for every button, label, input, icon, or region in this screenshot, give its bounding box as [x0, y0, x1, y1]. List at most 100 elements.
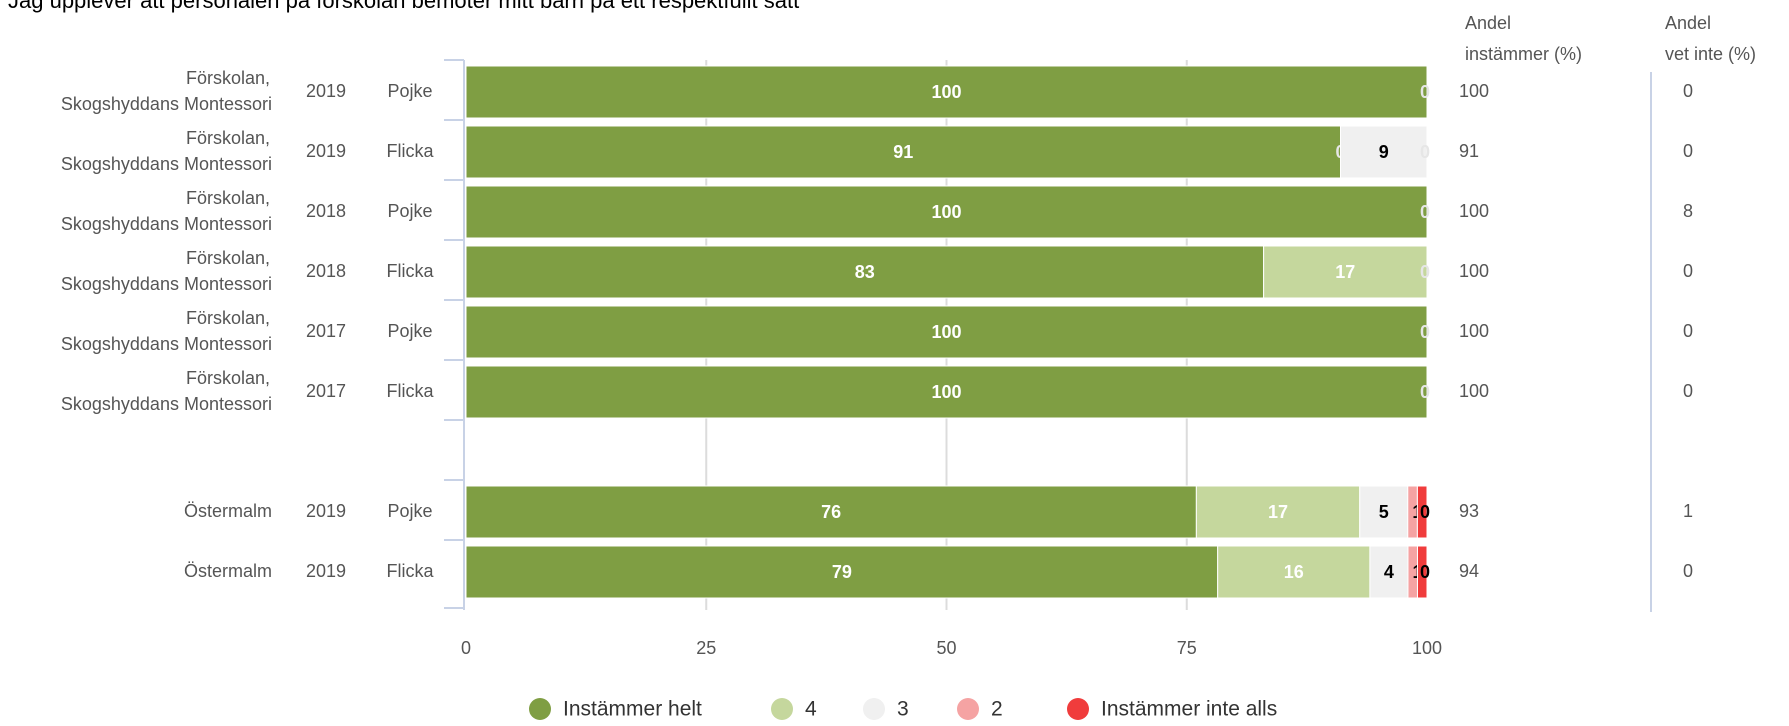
andel-instammer-value: 100 — [1459, 381, 1489, 401]
andel-instammer-value: 93 — [1459, 501, 1479, 521]
bar-segment[interactable]: Instämmer helt: 100 — [465, 185, 1428, 239]
x-tick-label: 25 — [696, 638, 716, 658]
chart-title: Jag upplever att personalen på förskolan… — [8, 0, 799, 13]
bar-segment[interactable]: Instämmer helt: 91 — [465, 125, 1342, 179]
row-unit-label: Skogshyddans Montessori — [61, 274, 272, 294]
x-tick-label: 100 — [1412, 638, 1442, 658]
row-gender-label: Flicka — [386, 141, 434, 161]
row-year-label: 2019 — [306, 141, 346, 161]
bar-segment[interactable]: 3: 5 — [1359, 485, 1409, 539]
andel-vet-inte-value: 0 — [1683, 381, 1693, 401]
bar-segment[interactable]: Instämmer helt: 76 — [465, 485, 1197, 539]
row-unit-label: Skogshyddans Montessori — [61, 394, 272, 414]
column-header-vet-inte: vet inte (%) — [1665, 44, 1756, 64]
bar-data-label: 16 — [1284, 562, 1304, 582]
legend-label: Instämmer helt — [563, 698, 702, 721]
legend-marker — [771, 698, 793, 720]
row-gender-label: Pojke — [387, 81, 432, 101]
bar-data-label: 0 — [1420, 322, 1430, 342]
legend-item[interactable]: 3 — [863, 698, 909, 721]
bar-data-label: 17 — [1335, 262, 1355, 282]
bar-segment[interactable]: Instämmer helt: 100 — [465, 305, 1428, 359]
legend-item[interactable]: Instämmer helt — [529, 698, 702, 721]
bar-segment[interactable]: Instämmer inte alls: 1 — [1416, 545, 1428, 599]
bar-segment[interactable]: Instämmer helt: 100 — [465, 365, 1428, 419]
andel-instammer-value: 100 — [1459, 261, 1489, 281]
legend[interactable]: Instämmer helt 4 3 2 Instämmer inte alls — [529, 698, 1277, 721]
bar-segment[interactable]: 4: 16 — [1217, 545, 1371, 599]
bar-data-label: 0 — [1420, 202, 1430, 222]
row-year-label: 2017 — [306, 381, 346, 401]
bar-data-label: 100 — [931, 202, 961, 222]
row-year-label: 2019 — [306, 501, 346, 521]
row-year-label: 2017 — [306, 321, 346, 341]
bar-data-label: 9 — [1379, 142, 1389, 162]
row-gender-label: Flicka — [386, 261, 434, 281]
legend-item[interactable]: 2 — [957, 698, 1003, 721]
row-gender-label: Pojke — [387, 501, 432, 521]
bar-data-label: 0 — [1420, 142, 1430, 162]
x-tick-label: 75 — [1177, 638, 1197, 658]
side-column-layer: Andel instämmer (%) Andel vet inte (%) 100 0 9… — [1459, 13, 1756, 581]
andel-vet-inte-value: 0 — [1683, 561, 1693, 581]
row-gender-label: Flicka — [386, 381, 434, 401]
x-tick-label: 0 — [461, 638, 471, 658]
row-gender-label: Flicka — [386, 561, 434, 581]
andel-vet-inte-value: 0 — [1683, 81, 1693, 101]
bar-data-label: 91 — [893, 142, 913, 162]
andel-instammer-value: 94 — [1459, 561, 1479, 581]
column-header-vet-inte: Andel — [1665, 13, 1711, 33]
row-label-layer: Förskolan, Skogshyddans Montessori 2019 Poj… — [61, 68, 435, 581]
row-unit-label: Östermalm — [184, 561, 272, 581]
legend-marker — [863, 698, 885, 720]
axis-layer: 0 25 50 75 100 — [444, 59, 1652, 658]
row-unit-label: Förskolan, — [186, 248, 270, 268]
bar-data-label: 79 — [832, 562, 852, 582]
bar-data-label: 0 — [1420, 502, 1430, 522]
bar-data-label: 0 — [1420, 82, 1430, 102]
legend-marker — [529, 698, 551, 720]
bar-data-label: 0 — [1420, 562, 1430, 582]
legend-marker — [957, 698, 979, 720]
andel-instammer-value: 100 — [1459, 201, 1489, 221]
row-unit-label: Förskolan, — [186, 188, 270, 208]
row-year-label: 2019 — [306, 561, 346, 581]
row-unit-label: Skogshyddans Montessori — [61, 94, 272, 114]
bar-data-label: 5 — [1379, 502, 1389, 522]
legend-item[interactable]: Instämmer inte alls — [1067, 698, 1277, 721]
column-header-instammer: instämmer (%) — [1465, 44, 1582, 64]
row-unit-label: Förskolan, — [186, 128, 270, 148]
bar-data-label: 76 — [821, 502, 841, 522]
bar-data-label: 0 — [1420, 382, 1430, 402]
row-unit-label: Förskolan, — [186, 68, 270, 88]
row-unit-label: Förskolan, — [186, 308, 270, 328]
bar-segment[interactable]: 3: 9 — [1340, 125, 1428, 179]
bar-segment[interactable]: Instämmer helt: 83 — [465, 245, 1265, 299]
bar-segment[interactable]: Instämmer helt: 79 — [465, 545, 1219, 599]
bar-segment[interactable]: Instämmer inte alls: 1 — [1416, 485, 1428, 539]
legend-marker — [1067, 698, 1089, 720]
bar-data-label: 0 — [1420, 262, 1430, 282]
bar-data-label: 100 — [931, 322, 961, 342]
row-unit-label: Skogshyddans Montessori — [61, 334, 272, 354]
legend-label: 2 — [991, 698, 1003, 721]
column-header-instammer: Andel — [1465, 13, 1511, 33]
andel-instammer-value: 100 — [1459, 81, 1489, 101]
legend-item[interactable]: 4 — [771, 698, 817, 721]
row-gender-label: Pojke — [387, 201, 432, 221]
andel-vet-inte-value: 0 — [1683, 261, 1693, 281]
bar-segment[interactable]: 4: 17 — [1263, 245, 1428, 299]
row-unit-label: Skogshyddans Montessori — [61, 214, 272, 234]
andel-instammer-value: 100 — [1459, 321, 1489, 341]
bar-data-label: 4 — [1384, 562, 1394, 582]
row-year-label: 2018 — [306, 201, 346, 221]
bar-segment[interactable]: Instämmer helt: 100 — [465, 65, 1428, 119]
legend-label: 4 — [805, 698, 817, 721]
legend-label: 3 — [897, 698, 909, 721]
row-unit-label: Förskolan, — [186, 368, 270, 388]
andel-vet-inte-value: 0 — [1683, 321, 1693, 341]
bar-segment[interactable]: 3: 4 — [1369, 545, 1409, 599]
